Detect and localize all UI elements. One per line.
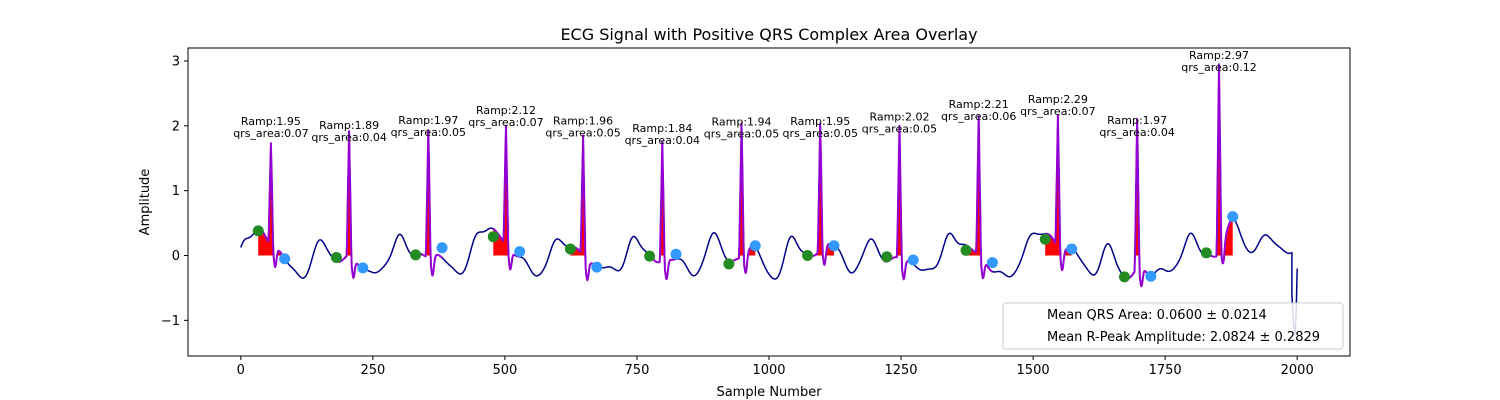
r-amplitude-label: Ramp:2.21 (949, 98, 1009, 111)
qrs-onset-marker (1039, 233, 1051, 245)
qrs-onset-marker (564, 243, 576, 255)
x-axis-ticks: 0 250 500 750 1000 1250 1500 1750 2000 (237, 356, 1314, 378)
qrs-offset-marker (986, 257, 998, 269)
x-tick-label: 2000 (1281, 363, 1314, 378)
x-axis-label: Sample Number (716, 385, 822, 400)
qrs-area-label: qrs_area:0.07 (1020, 105, 1095, 118)
qrs-area-label: qrs_area:0.04 (1099, 126, 1174, 139)
qrs-offset-marker (749, 240, 761, 252)
r-amplitude-label: Ramp:1.97 (1107, 114, 1167, 127)
r-amplitude-label: Ramp:1.89 (319, 119, 379, 132)
qrs-offset-marker (514, 246, 526, 258)
qrs-offset-marker (1227, 211, 1239, 223)
qrs-onset-marker (487, 231, 499, 243)
qrs-onset-marker (410, 249, 422, 261)
y-tick-label: 3 (172, 54, 180, 69)
qrs-onset-marker (881, 251, 893, 263)
qrs-offset-marker (1145, 270, 1157, 282)
qrs-area-label: qrs_area:0.06 (941, 110, 1016, 123)
r-amplitude-label: Ramp:1.95 (790, 115, 850, 128)
qrs-offset-marker (670, 248, 682, 260)
qrs-offset-marker (1066, 243, 1078, 255)
qrs-area-label: qrs_area:0.05 (545, 126, 620, 139)
qrs-onset-marker (252, 225, 264, 237)
marker-layer (252, 211, 1239, 283)
r-amplitude-label: Ramp:1.94 (712, 116, 772, 129)
qrs-onset-marker (802, 249, 814, 261)
legend: Mean QRS Area: 0.0600 ± 0.0214 Mean R-Pe… (1002, 302, 1344, 350)
r-amplitude-label: Ramp:2.29 (1028, 93, 1088, 106)
qrs-area-label: qrs_area:0.05 (391, 126, 466, 139)
y-axis-label: Amplitude (138, 169, 153, 236)
qrs-offset-marker (436, 242, 448, 254)
chart-title: ECG Signal with Positive QRS Complex Are… (560, 25, 977, 44)
qrs-offset-marker (828, 240, 840, 252)
r-amplitude-label: Ramp:2.02 (869, 111, 929, 124)
x-tick-label: 1750 (1149, 363, 1182, 378)
x-tick-label: 1000 (752, 363, 785, 378)
y-tick-label: 0 (172, 249, 180, 264)
qrs-onset-marker (960, 244, 972, 256)
y-tick-label: 2 (172, 119, 180, 134)
legend-entry-mean-qrs-area: Mean QRS Area: 0.0600 ± 0.0214 (1047, 308, 1267, 323)
qrs-onset-marker (330, 251, 342, 263)
x-tick-label: 750 (625, 363, 650, 378)
x-tick-label: 500 (492, 363, 517, 378)
x-tick-label: 1250 (884, 363, 917, 378)
qrs-offset-marker (907, 254, 919, 266)
y-tick-label: 1 (172, 184, 180, 199)
r-amplitude-label: Ramp:1.97 (398, 114, 458, 127)
qrs-onset-marker (1118, 271, 1130, 283)
x-tick-label: 1500 (1017, 363, 1050, 378)
x-tick-label: 250 (360, 363, 385, 378)
qrs-area-label: qrs_area:0.07 (233, 127, 308, 140)
y-axis-ticks: −1 0 1 2 3 (161, 54, 188, 329)
qrs-area-label: qrs_area:0.07 (468, 116, 543, 129)
r-amplitude-label: Ramp:1.96 (553, 114, 613, 127)
qrs-area-label: qrs_area:0.04 (311, 131, 386, 144)
qrs-offset-marker (279, 253, 291, 265)
r-amplitude-label: Ramp:2.12 (476, 104, 536, 117)
x-tick-label: 0 (237, 363, 245, 378)
qrs-area-label: qrs_area:0.05 (704, 128, 779, 141)
annotation-layer: Ramp:1.95qrs_area:0.07Ramp:1.89qrs_area:… (233, 49, 1257, 147)
qrs-area-label: qrs_area:0.05 (782, 127, 857, 140)
r-amplitude-label: Ramp:1.95 (241, 115, 301, 128)
qrs-area-label: qrs_area:0.05 (862, 123, 937, 136)
r-amplitude-label: Ramp:1.84 (632, 122, 692, 135)
y-tick-label: −1 (161, 314, 180, 329)
r-amplitude-label: Ramp:2.97 (1189, 49, 1249, 62)
qrs-onset-marker (723, 258, 735, 270)
qrs-area-label: qrs_area:0.04 (625, 134, 700, 147)
qrs-offset-marker (591, 261, 603, 273)
legend-entry-mean-r-peak: Mean R-Peak Amplitude: 2.0824 ± 0.2829 (1047, 330, 1320, 345)
qrs-offset-marker (357, 262, 369, 274)
qrs-onset-marker (644, 250, 656, 262)
qrs-area-label: qrs_area:0.12 (1181, 61, 1256, 74)
qrs-onset-marker (1200, 247, 1212, 259)
qrs-segment-line (648, 140, 677, 281)
legend-box (1002, 302, 1344, 350)
